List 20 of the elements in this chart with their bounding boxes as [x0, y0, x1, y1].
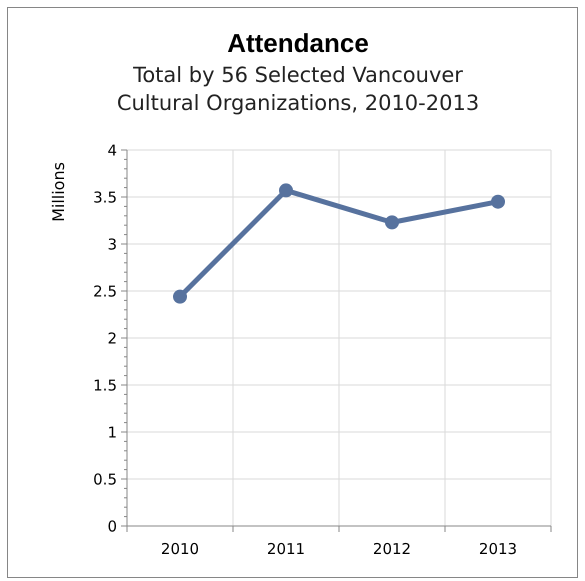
point	[173, 290, 187, 304]
y-tick-label: 3.5	[93, 188, 117, 206]
point	[491, 194, 505, 209]
y-tick-label: 2.5	[93, 282, 117, 300]
x-tick-label: 2013	[478, 540, 518, 558]
y-tick-label: 4	[107, 141, 117, 160]
chart-title: Attendance	[227, 28, 369, 58]
y-tick-label: 3	[107, 235, 117, 254]
y-tick-label: 2	[107, 329, 117, 348]
y-tick-label: 1	[107, 423, 117, 442]
x-tick-label: 2012	[372, 540, 412, 558]
y-tick-label: 1.5	[93, 376, 117, 394]
x-tick-label: 2011	[266, 540, 306, 558]
point	[385, 215, 399, 230]
point	[279, 183, 293, 198]
chart-subtitle: Total by 56 Selected Vancouver Cultural Organizations, 2010-2013	[116, 63, 480, 115]
y-tick-label: 0.5	[93, 470, 117, 488]
y-axis-title: Millions	[49, 162, 68, 222]
x-tick-label: 2010	[160, 540, 200, 558]
y-tick-label: 0	[107, 517, 117, 536]
